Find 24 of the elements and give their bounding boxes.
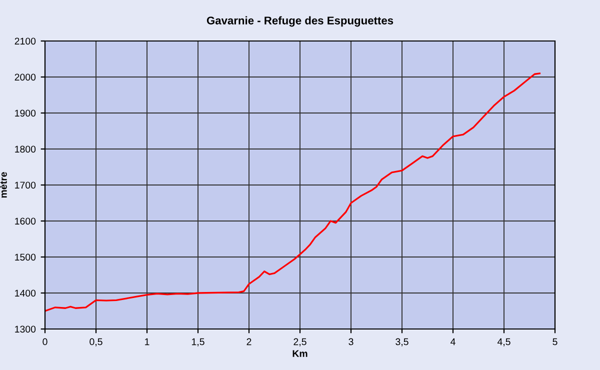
y-axis-title: mètre [0,172,7,198]
x-tick-label: 1 [145,338,150,346]
y-tick-label: 1500 [15,254,36,261]
y-tick-label: 1700 [15,182,36,189]
line-series [45,72,541,312]
y-tick-label: 1300 [15,326,36,333]
y-tick-label: 2000 [14,74,36,81]
x-axis-title: Km [292,350,308,357]
x-tick-label: 5 [552,338,558,346]
x-tick-label: 4 [450,338,456,346]
x-tick-label: 2 [246,338,252,346]
x-tick-label: 3 [348,338,354,346]
y-tick-label: 1800 [15,146,36,153]
y-tick-label: 1900 [15,110,36,117]
x-tick-label: 4,5 [497,338,510,346]
y-tick-label: 1600 [15,218,36,225]
y-tick-label: 2100 [14,38,36,45]
chart-title: Gavarnie - Refuge des Espuguettes [206,16,394,27]
x-tick-label: 0 [42,338,48,346]
y-tick-label: 1400 [15,290,36,297]
x-tick-label: 3,5 [396,338,408,346]
x-tick-label: 2,5 [294,338,306,346]
x-tick-label: 0,5 [90,338,102,346]
x-tick-label: 1,5 [192,338,204,346]
